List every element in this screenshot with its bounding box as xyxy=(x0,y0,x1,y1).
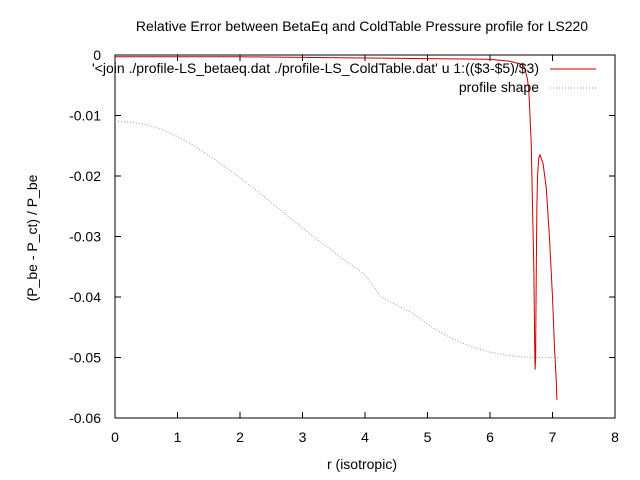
relative-error-line xyxy=(115,56,558,400)
y-axis-label: (P_be - P_ct) / P_be xyxy=(24,174,40,301)
y-tick-label: -0.04 xyxy=(69,289,101,305)
x-axis: 0 1 2 3 4 5 6 7 8 xyxy=(111,55,619,445)
x-tick-label: 0 xyxy=(111,429,119,445)
x-tick-label: 5 xyxy=(424,429,432,445)
profile-shape-line xyxy=(114,121,559,358)
legend: '<join ./profile-LS_betaeq.dat ./profile… xyxy=(92,60,596,95)
y-tick-label: -0.03 xyxy=(69,229,101,245)
x-axis-label: r (isotropic) xyxy=(327,456,397,472)
chart-title: Relative Error between BetaEq and ColdTa… xyxy=(136,18,588,34)
x-tick-label: 3 xyxy=(299,429,307,445)
x-tick-label: 1 xyxy=(174,429,182,445)
x-tick-label: 4 xyxy=(361,429,369,445)
y-tick-label: -0.05 xyxy=(69,350,101,366)
y-tick-label: -0.02 xyxy=(69,168,101,184)
x-tick-label: 8 xyxy=(611,429,619,445)
x-tick-label: 6 xyxy=(486,429,494,445)
y-axis: 0 -0.01 -0.02 -0.03 -0.04 -0.05 -0.06 xyxy=(69,47,615,426)
series-group xyxy=(114,56,559,400)
y-tick-label: 0 xyxy=(93,47,101,63)
legend-label-relative-error: '<join ./profile-LS_betaeq.dat ./profile… xyxy=(92,60,539,76)
plot-frame xyxy=(114,54,616,419)
y-tick-label: -0.06 xyxy=(69,410,101,426)
x-tick-label: 2 xyxy=(236,429,244,445)
y-tick-label: -0.01 xyxy=(69,108,101,124)
x-tick-label: 7 xyxy=(549,429,557,445)
legend-label-profile-shape: profile shape xyxy=(459,79,539,95)
